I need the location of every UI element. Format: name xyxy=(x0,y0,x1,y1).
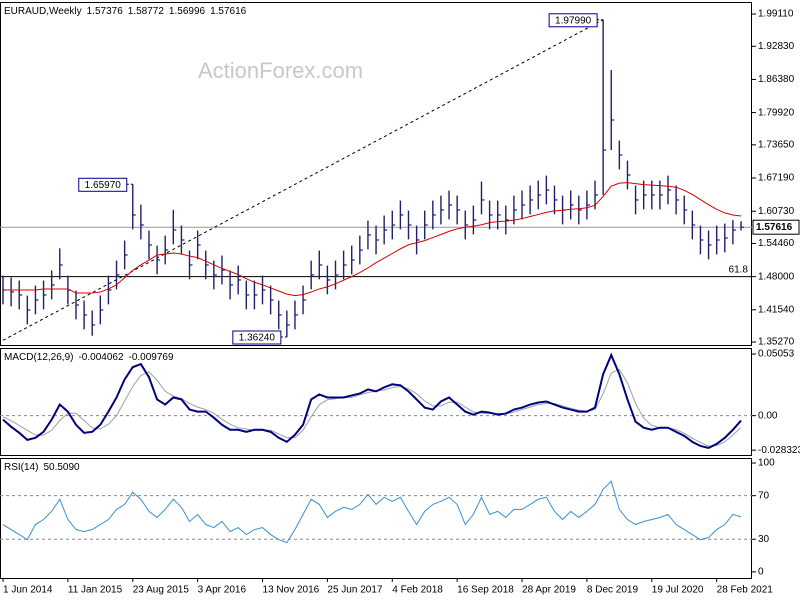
panel-label-part: RSI(14) xyxy=(4,462,38,473)
panel-label-part: -0.004062 xyxy=(78,352,123,363)
x-tick-label: 1 Jun 2014 xyxy=(3,585,53,596)
y-tick-label: 30 xyxy=(758,534,770,545)
panel-label-part: 1.57376 xyxy=(87,6,124,17)
y-tick-label: 0.00 xyxy=(758,410,778,421)
annotation-box xyxy=(548,13,598,28)
y-tick-label: 1.54460 xyxy=(758,238,795,249)
panel-label-part: -0.009769 xyxy=(129,352,174,363)
y-tick-label: 1.35270 xyxy=(758,337,795,348)
y-tick-label: 1.79920 xyxy=(758,107,795,118)
panel-label: EURAUD,Weekly 1.57376 1.58772 1.56996 1.5761… xyxy=(4,6,247,17)
x-tick-label: 28 Feb 2021 xyxy=(717,585,774,596)
x-tick-label: 28 Apr 2019 xyxy=(522,585,576,596)
panel-label-part: 50.5090 xyxy=(43,462,80,473)
x-tick-label: 8 Dec 2019 xyxy=(587,585,639,596)
y-tick-label: 70 xyxy=(758,490,770,501)
watermark: ActionForex.com xyxy=(198,58,363,83)
current-price-label: 1.57616 xyxy=(756,222,793,233)
annotation-box xyxy=(78,177,128,192)
level-label: 61.8 xyxy=(729,264,749,275)
y-tick-label: 1.67190 xyxy=(758,173,795,184)
panel-label: MACD(12,26,9) -0.004062 -0.009769 xyxy=(4,352,174,363)
y-tick-label: 0 xyxy=(758,567,764,578)
panel-frame xyxy=(0,458,752,579)
y-tick-label: 1.92830 xyxy=(758,41,795,52)
x-tick-label: 13 Nov 2016 xyxy=(263,585,320,596)
y-tick-label: -0.028323 xyxy=(758,445,800,456)
y-tick-label: 1.60730 xyxy=(758,206,795,217)
annotation-box xyxy=(232,330,282,345)
panel-frame xyxy=(0,348,752,456)
y-tick-label: 1.41540 xyxy=(758,304,795,315)
y-tick-label: 1.73650 xyxy=(758,139,795,150)
panel-frame xyxy=(0,2,752,346)
x-tick-label: 23 Aug 2015 xyxy=(133,585,190,596)
annotation-label: 1.97990 xyxy=(555,15,592,26)
x-tick-label: 11 Jan 2015 xyxy=(68,585,123,596)
x-tick-label: 25 Jun 2017 xyxy=(327,585,382,596)
indicator-line xyxy=(2,352,742,449)
y-tick-label: 100 xyxy=(758,458,775,469)
indicator-line xyxy=(2,480,742,544)
y-tick-label: 1.48000 xyxy=(758,271,795,282)
panel-label-part: EURAUD,Weekly xyxy=(4,6,82,17)
current-price-box xyxy=(752,219,800,235)
annotation-label: 1.36240 xyxy=(239,333,276,344)
y-tick-label: 0.05053 xyxy=(758,349,795,360)
panel-label-part: 1.58772 xyxy=(128,6,165,17)
trendline xyxy=(2,19,604,341)
x-tick-label: 3 Apr 2016 xyxy=(198,585,247,596)
x-tick-label: 16 Sep 2018 xyxy=(457,585,514,596)
x-tick-label: 4 Feb 2018 xyxy=(392,585,443,596)
panel-label-part: MACD(12,26,9) xyxy=(4,352,73,363)
y-tick-label: 1.99110 xyxy=(758,9,794,20)
panel-label-part: 1.57616 xyxy=(210,6,247,17)
panel-label: RSI(14) 50.5090 xyxy=(4,462,80,473)
x-tick-label: 19 Jul 2020 xyxy=(652,585,704,596)
annotation-label: 1.65970 xyxy=(85,180,122,191)
indicator-line xyxy=(3,182,742,297)
y-tick-label: 1.86380 xyxy=(758,74,795,85)
panel-label-part: 1.56996 xyxy=(169,6,206,17)
